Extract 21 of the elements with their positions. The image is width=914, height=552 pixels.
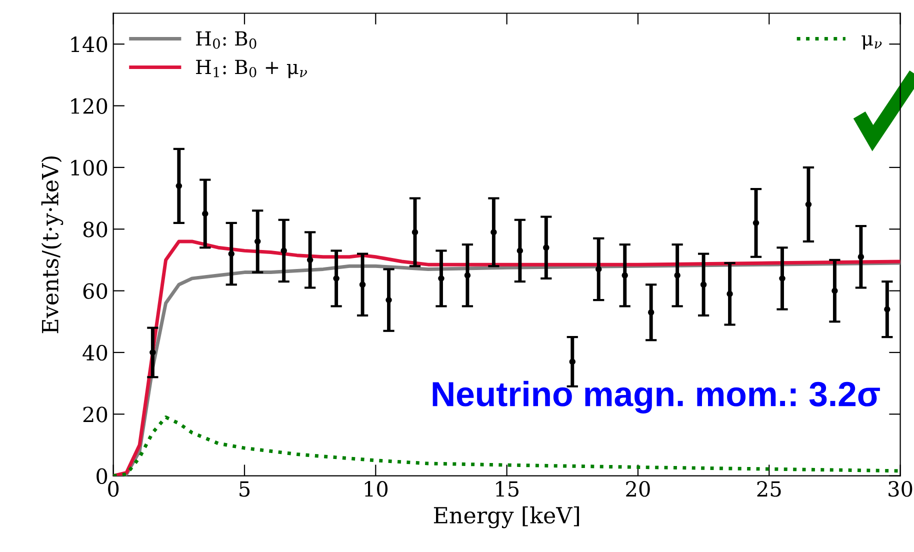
legend-label: H$_{1}$: B$_{0}$ + μ$_{ν}$: [196, 60, 307, 78]
y-tick-label: 80: [83, 222, 108, 238]
x-tick-label: 0: [108, 481, 119, 497]
x-tick-label: 5: [240, 481, 250, 497]
x-axis-title: Energy [keV]: [434, 506, 579, 528]
x-tick-label: 10: [364, 481, 388, 497]
y-axis-title: Events/(t·y·keV): [41, 156, 64, 334]
legend-label: μ$_{ν}$: [862, 35, 882, 50]
legend-label: H$_{0}$: B$_{0}$: [196, 31, 256, 49]
x-tick-label: 15: [496, 481, 518, 497]
x-tick-label: 20: [626, 481, 650, 497]
y-tick-label: 20: [83, 406, 108, 422]
x-tick-label: 25: [757, 481, 781, 497]
y-tick-label: 40: [82, 344, 108, 361]
y-tick-label: 0: [96, 468, 108, 484]
y-tick-label: 120: [71, 98, 108, 114]
x-tick-label: 30: [888, 481, 912, 497]
y-tick-label: 60: [83, 283, 108, 300]
y-tick-label: 100: [71, 160, 108, 176]
y-tick-label: 140: [71, 36, 108, 52]
annotation: Neutrino magn. mom.: 3.2σ: [432, 380, 880, 414]
